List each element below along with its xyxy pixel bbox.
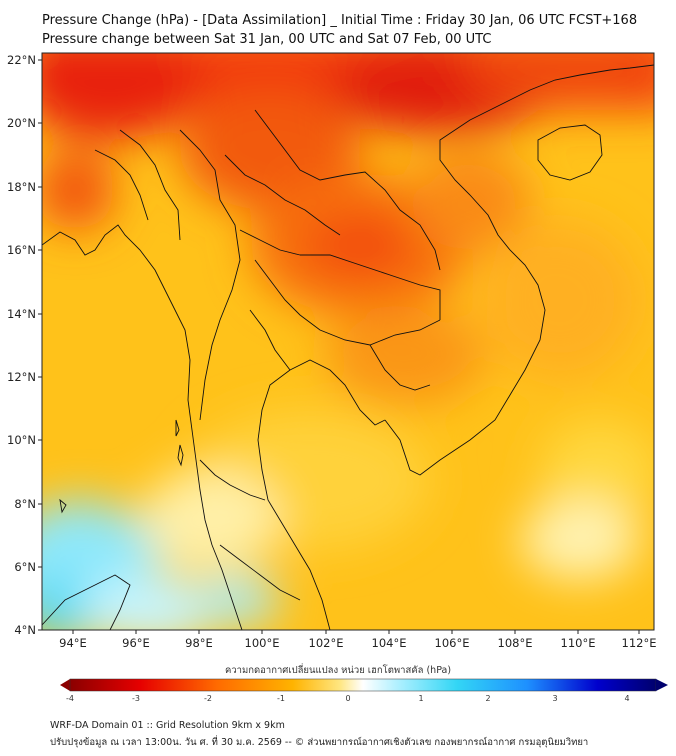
lon-label-108e: 108°E bbox=[498, 636, 533, 650]
colorbar-gradient bbox=[69, 678, 657, 692]
lon-label-94e: 94°E bbox=[59, 636, 87, 650]
map-title-line1: Pressure Change (hPa) - [Data Assimilati… bbox=[42, 13, 638, 28]
lon-label-96e: 96°E bbox=[122, 636, 150, 650]
lat-label-12n: 12°N bbox=[7, 370, 36, 384]
colorbar-low-arrow bbox=[60, 679, 70, 691]
colorbar-tick-0: 0 bbox=[345, 694, 350, 703]
footer-model-info: WRF-DA Domain 01 :: Grid Resolution 9km … bbox=[50, 720, 285, 731]
lat-label-10n: 10°N bbox=[7, 433, 36, 447]
lat-label-6n: 6°N bbox=[14, 560, 36, 574]
colorbar-high-arrow bbox=[656, 679, 668, 691]
lon-label-100e: 100°E bbox=[245, 636, 280, 650]
colorbar-tick-minus4: -4 bbox=[66, 694, 74, 703]
lon-label-98e: 98°E bbox=[185, 636, 213, 650]
lat-label-16n: 16°N bbox=[7, 243, 36, 257]
lat-label-8n: 8°N bbox=[14, 497, 36, 511]
latitude-axis: 22°N 20°N 18°N 16°N 14°N 12°N 10°N 8°N 6… bbox=[7, 53, 42, 637]
lat-label-20n: 20°N bbox=[7, 116, 36, 130]
longitude-axis: 94°E 96°E 98°E 100°E 102°E 104°E 106°E 1… bbox=[59, 630, 656, 650]
lon-label-102e: 102°E bbox=[309, 636, 344, 650]
lat-label-18n: 18°N bbox=[7, 180, 36, 194]
footer-credit: ปรับปรุงข้อมูล ณ เวลา 13:00น. วัน ศ. ที่… bbox=[50, 737, 589, 748]
lon-label-104e: 104°E bbox=[372, 636, 407, 650]
lon-label-110e: 110°E bbox=[561, 636, 596, 650]
lon-label-112e: 112°E bbox=[622, 636, 657, 650]
colorbar-tick-minus1: -1 bbox=[277, 694, 285, 703]
colorbar: -4 -3 -2 -1 0 1 2 3 4 bbox=[60, 678, 668, 703]
colorbar-title: ความกดอากาศเปลี่ยนแปลง หน่วย เฮกโตพาสคัล… bbox=[224, 665, 452, 676]
map-frame bbox=[41, 52, 655, 631]
colorbar-tick-4: 4 bbox=[624, 694, 629, 703]
colorbar-tick-minus3: -3 bbox=[132, 694, 140, 703]
coastlines-borders bbox=[42, 64, 654, 630]
colorbar-tick-3: 3 bbox=[552, 694, 557, 703]
colorbar-tick-1: 1 bbox=[418, 694, 423, 703]
lat-label-22n: 22°N bbox=[7, 53, 36, 67]
colorbar-tick-minus2: -2 bbox=[204, 694, 212, 703]
lon-label-106e: 106°E bbox=[435, 636, 470, 650]
lat-label-14n: 14°N bbox=[7, 307, 36, 321]
lat-label-4n: 4°N bbox=[14, 623, 36, 637]
colorbar-tick-2: 2 bbox=[485, 694, 490, 703]
map-title-line2: Pressure change between Sat 31 Jan, 00 U… bbox=[42, 32, 492, 47]
pressure-field bbox=[42, 53, 654, 630]
